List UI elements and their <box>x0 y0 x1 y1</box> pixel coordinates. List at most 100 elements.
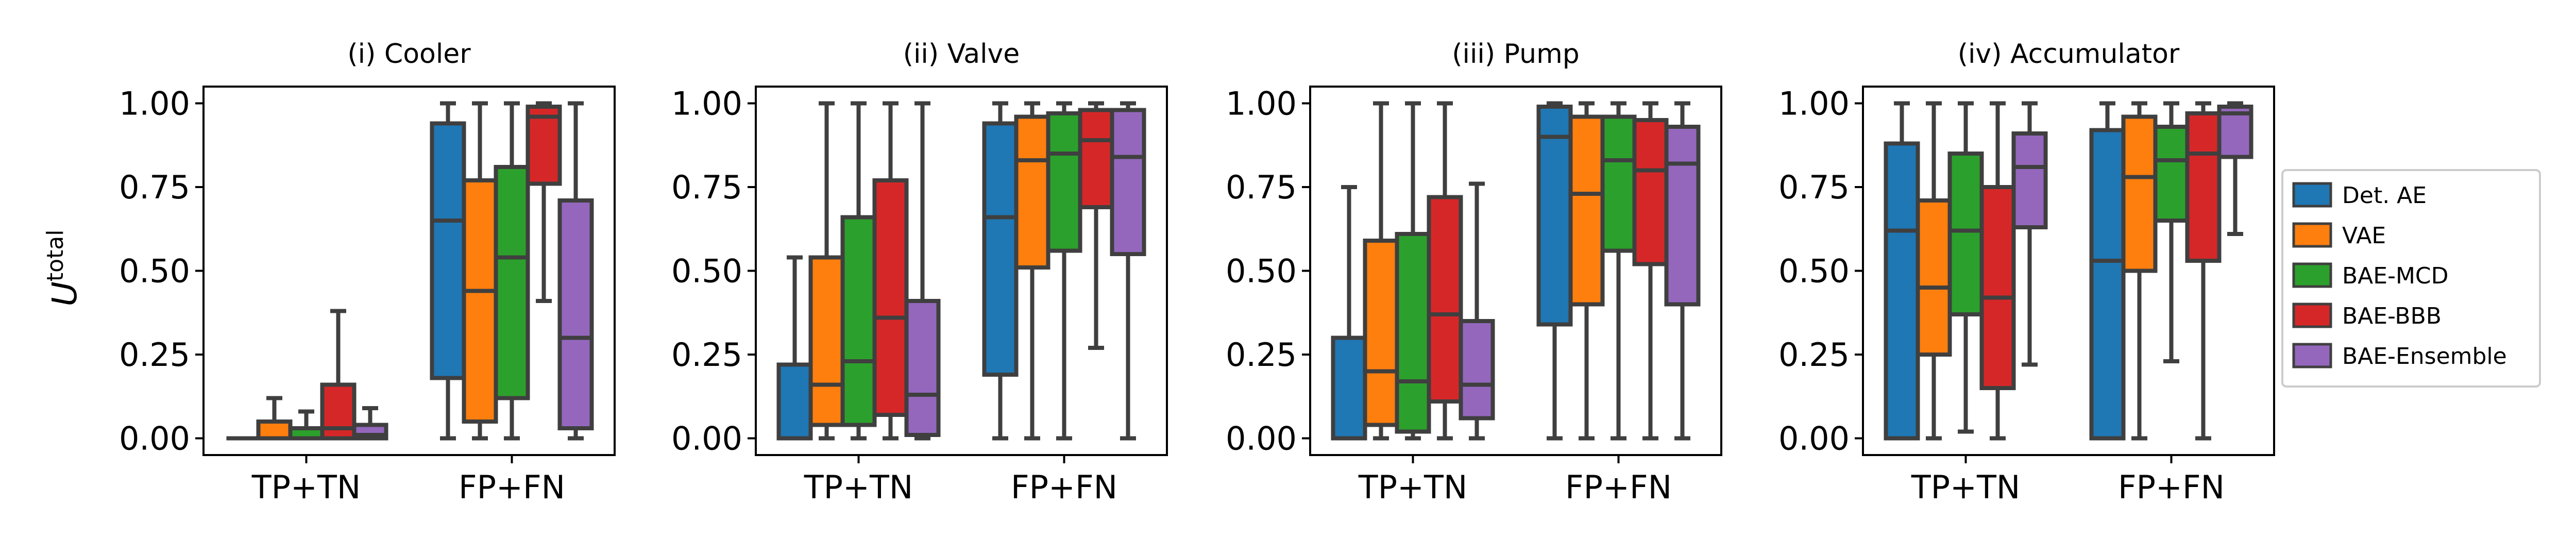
y-tick-label: 0.25 <box>671 336 742 374</box>
legend-label: VAE <box>2342 223 2386 249</box>
box-iqr <box>1363 239 1399 427</box>
box-iqr <box>430 121 466 380</box>
panel-title: (iv) Accumulator <box>1958 39 2180 70</box>
x-tick-label: FP+FN <box>1011 468 1117 506</box>
box-det-ae <box>2089 101 2126 441</box>
box-bae-ensemble <box>2011 101 2048 367</box>
y-tick-label: 0.75 <box>671 169 742 206</box>
box-iqr <box>1536 105 1573 327</box>
x-tick-label: TP+TN <box>1358 468 1467 506</box>
box-iqr <box>1110 108 1146 256</box>
box-bae-mcd <box>1395 101 1431 441</box>
y-tick-label: 0.00 <box>1778 420 1850 458</box>
box-bae-bbb <box>1979 101 2016 441</box>
legend-label: BAE-BBB <box>2342 303 2442 329</box>
y-tick-label: 0.00 <box>671 420 742 458</box>
box-iqr <box>1078 108 1114 209</box>
box-iqr <box>557 198 594 430</box>
y-tick-label: 0.75 <box>1226 169 1297 206</box>
box-iqr <box>1331 335 1367 441</box>
box-iqr <box>2089 128 2126 441</box>
box-bae-mcd <box>1947 101 1984 434</box>
box-vae <box>1568 101 1605 441</box>
y-tick-label: 1.00 <box>1778 85 1850 123</box>
legend-label: BAE-MCD <box>2342 263 2449 289</box>
box-iqr <box>1664 125 1701 307</box>
box-bae-ensemble <box>557 101 594 441</box>
box-bae-bbb <box>872 101 909 441</box>
panels: (i) Cooler 0.00 0.25 0.50 0.75 1.00 TP+TN FP+FN… <box>119 39 2275 506</box>
box-iqr <box>982 121 1019 377</box>
box-iqr <box>1568 114 1605 307</box>
box-iqr <box>1947 152 1984 316</box>
y-tick-label: 0.50 <box>119 253 190 290</box>
axes-frame <box>755 86 1168 456</box>
box-bae-bbb <box>1632 101 1669 441</box>
box-bae-ensemble <box>1110 101 1146 441</box>
legend-swatch <box>2292 262 2332 288</box>
box-bae-bbb <box>526 101 562 303</box>
axes-frame <box>1309 86 1722 456</box>
box-bae-mcd <box>288 409 325 441</box>
y-tick-label: 0.50 <box>671 253 742 290</box>
x-tick-label: TP+TN <box>1911 468 2020 506</box>
y-tick-label: 0.50 <box>1778 253 1850 290</box>
box-vae <box>808 101 845 441</box>
y-axis-label: Utotal <box>42 230 84 307</box>
panel-3: (iii) Pump 0.00 0.25 0.50 0.75 1.00 TP+TN FP+FN <box>1226 39 1722 506</box>
box-iqr <box>1427 195 1463 404</box>
box-det-ae <box>982 101 1019 441</box>
axes-frame <box>202 86 616 456</box>
panel-4: (iv) Accumulator 0.00 0.25 0.50 0.75 1.00 TP+T… <box>1778 39 2275 506</box>
box-iqr <box>1632 118 1669 266</box>
box-iqr <box>1600 114 1637 253</box>
box-bae-bbb <box>320 309 357 441</box>
box-bae-ensemble <box>2217 101 2253 236</box>
legend: Det. AE VAE BAE-MCD BAE-BBB BAE-Ensemble <box>2281 169 2541 388</box>
box-vae <box>1916 101 1952 441</box>
legend-swatch <box>2292 222 2332 248</box>
box-iqr <box>2185 111 2222 263</box>
axes-frame <box>1862 86 2275 456</box>
box-bae-bbb <box>2185 101 2222 441</box>
box-iqr <box>1916 198 1952 357</box>
box-det-ae <box>1331 185 1367 441</box>
box-bae-bbb <box>1427 101 1463 441</box>
box-bae-ensemble <box>352 406 388 441</box>
box-bae-ensemble <box>1459 181 1495 441</box>
legend-label: Det. AE <box>2342 182 2427 209</box>
box-iqr <box>808 255 845 427</box>
box-iqr <box>904 299 941 437</box>
box-bae-mcd <box>840 101 877 441</box>
box-det-ae <box>1884 101 1920 441</box>
box-bae-ensemble <box>1664 101 1701 441</box>
box-iqr <box>462 178 498 424</box>
box-iqr <box>872 178 909 417</box>
panel-1: (i) Cooler 0.00 0.25 0.50 0.75 1.00 TP+TN FP+FN <box>119 39 616 506</box>
box-vae <box>1014 101 1050 441</box>
y-tick-label: 1.00 <box>671 85 742 123</box>
box-bae-ensemble <box>904 101 941 441</box>
legend-frame <box>2281 169 2541 388</box>
x-tick-label: FP+FN <box>1565 468 1672 506</box>
box-iqr <box>776 362 813 441</box>
legend-swatch <box>2292 303 2332 328</box>
x-tick-label: FP+FN <box>2118 468 2225 506</box>
box-iqr <box>2011 131 2048 229</box>
y-tick-label: 1.00 <box>1226 85 1297 123</box>
box-iqr <box>1979 185 2016 390</box>
box-vae <box>256 396 293 441</box>
y-tick-label: 0.25 <box>1226 336 1297 374</box>
y-tick-label: 0.50 <box>1226 253 1297 290</box>
x-tick-label: TP+TN <box>804 468 913 506</box>
box-iqr <box>1884 141 1920 441</box>
box-iqr <box>526 105 562 186</box>
box-iqr <box>1014 114 1050 270</box>
legend-label: BAE-Ensemble <box>2342 343 2507 370</box>
x-tick-label: TP+TN <box>251 468 361 506</box>
y-tick-label: 0.75 <box>119 169 190 206</box>
y-tick-label: 0.00 <box>1226 420 1297 458</box>
box-iqr <box>1046 111 1082 253</box>
